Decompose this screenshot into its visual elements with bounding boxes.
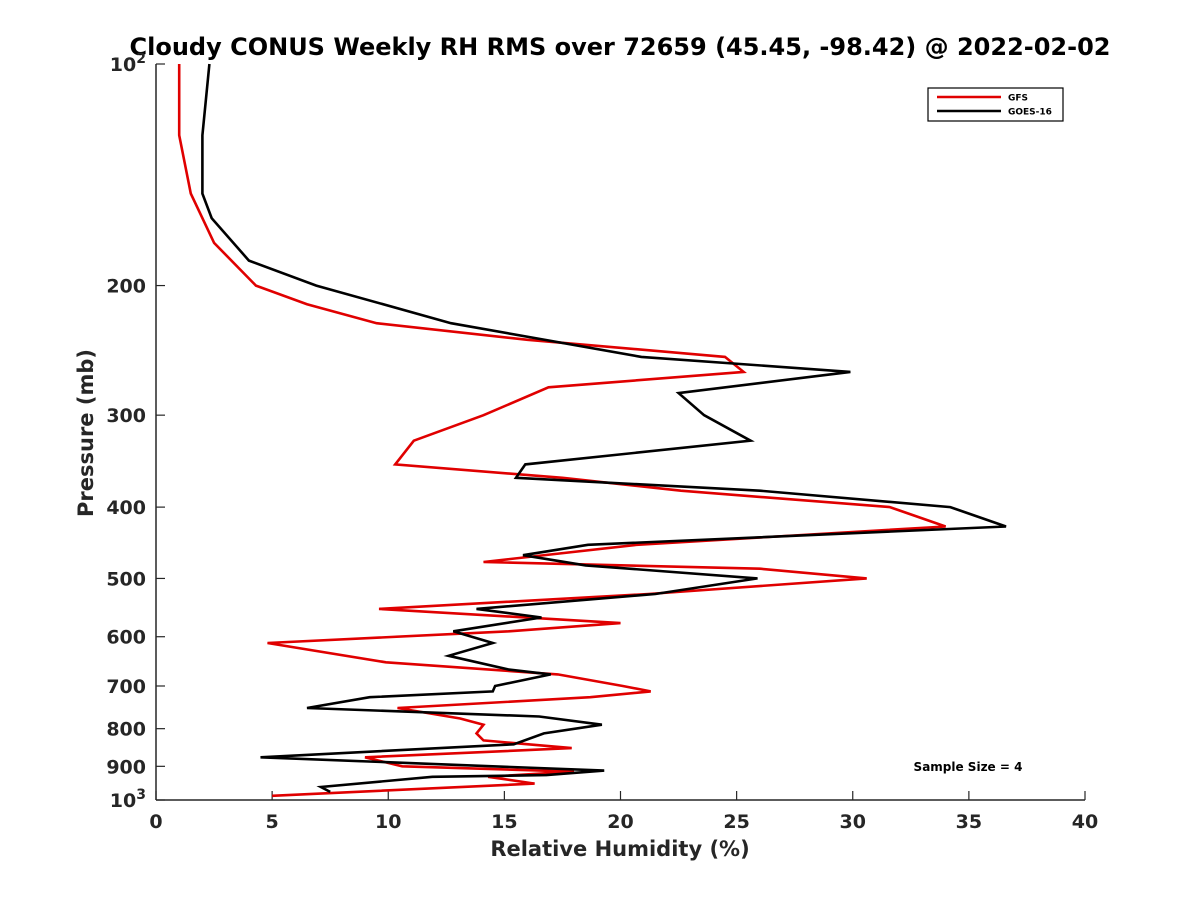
legend-label: GOES-16 — [1008, 108, 1052, 118]
plot-lines — [177, 63, 1007, 798]
y-tick-label: 600 — [106, 627, 146, 649]
y-tick-label: 102 — [110, 51, 146, 76]
x-tick-label: 35 — [956, 811, 982, 833]
legend: GFS GOES-16 — [927, 87, 1064, 122]
y-tick-label: 900 — [106, 756, 146, 778]
x-tick-label: 5 — [266, 811, 279, 833]
x-axis: 0 5 10 15 20 25 30 35 40 — [149, 791, 1098, 833]
y-tick-label: 200 — [106, 276, 146, 298]
x-axis-label: Relative Humidity (%) — [490, 837, 749, 861]
x-tick-label: 25 — [723, 811, 749, 833]
x-tick-label: 15 — [491, 811, 517, 833]
y-tick-label: 500 — [106, 568, 146, 590]
y-axis-label: Pressure (mb) — [74, 349, 98, 517]
chart-title: Cloudy CONUS Weekly RH RMS over 72659 (4… — [130, 33, 1111, 61]
legend-box — [927, 87, 1064, 122]
y-tick-label: 700 — [106, 676, 146, 698]
y-tick-label: 300 — [106, 405, 146, 427]
y-axis: 102 200 300 400 500 600 700 800 900 103 — [106, 51, 165, 812]
y-tick-label: 800 — [106, 719, 146, 741]
x-tick-label: 20 — [607, 811, 633, 833]
sample-size-annotation: Sample Size = 4 — [914, 760, 1023, 774]
y-tick-label: 103 — [110, 787, 146, 812]
x-tick-label: 0 — [149, 811, 162, 833]
x-tick-label: 10 — [375, 811, 401, 833]
legend-label: GFS — [1008, 94, 1028, 104]
series-line-goes-16 — [201, 63, 1007, 794]
x-tick-label: 40 — [1072, 811, 1098, 833]
x-tick-label: 30 — [840, 811, 866, 833]
y-tick-label: 400 — [106, 497, 146, 519]
